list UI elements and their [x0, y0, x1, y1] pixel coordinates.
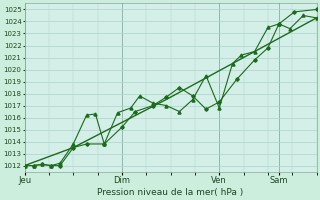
X-axis label: Pression niveau de la mer( hPa ): Pression niveau de la mer( hPa ) [98, 188, 244, 197]
